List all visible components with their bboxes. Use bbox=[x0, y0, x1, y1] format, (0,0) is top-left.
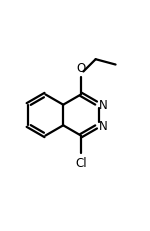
Text: Cl: Cl bbox=[75, 157, 87, 170]
Text: N: N bbox=[99, 119, 108, 132]
Text: O: O bbox=[76, 61, 86, 74]
Text: N: N bbox=[99, 99, 108, 112]
